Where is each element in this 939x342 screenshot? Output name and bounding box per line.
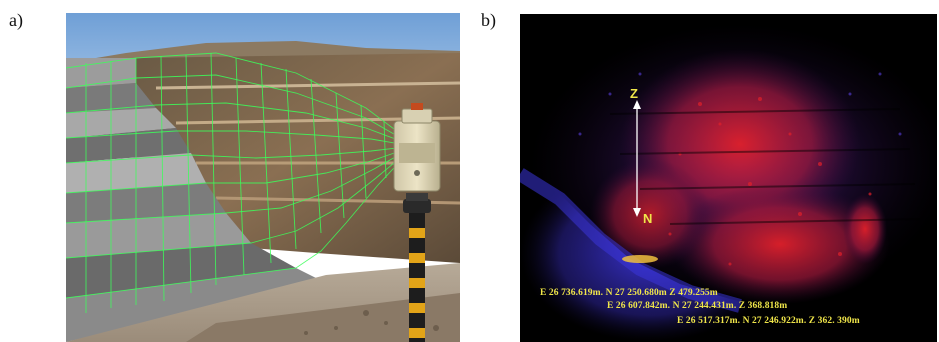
panel-label-b: b) — [481, 10, 496, 30]
point-cloud-view: Z N E 26 736.619m. N 27 250.680m Z 479.2… — [520, 14, 937, 342]
axis-n-label: N — [643, 211, 653, 226]
coordinate-label: E 26 517.317m. N 27 246.922m. Z 362. 390… — [677, 316, 860, 326]
panel-label-a: a) — [9, 10, 23, 30]
coordinate-label: E 26 736.619m. N 27 250.680m Z 479.255m — [540, 288, 718, 298]
quarry-scene-illustration — [66, 13, 460, 342]
quarry-scanner-photo — [66, 13, 460, 342]
axis-z-label: Z — [630, 86, 638, 101]
point-cloud-illustration — [520, 14, 937, 342]
coordinate-label: E 26 607.842m. N 27 244.431m. Z 368.818m — [607, 301, 788, 311]
